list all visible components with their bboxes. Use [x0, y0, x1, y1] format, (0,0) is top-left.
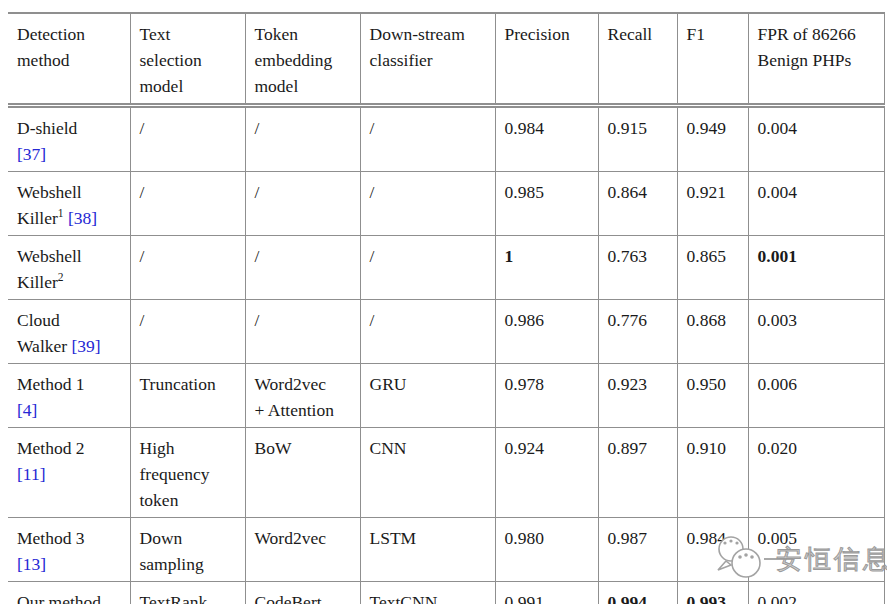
classifier-cell: LSTM: [360, 518, 495, 582]
f1-cell: 0.910: [677, 428, 748, 518]
f1-cell: 0.921: [677, 172, 748, 236]
token-embedding-cell: Word2vec: [245, 518, 360, 582]
fpr-cell: 0.006: [748, 364, 884, 428]
classifier-cell: /: [360, 300, 495, 364]
recall-cell: 0.864: [598, 172, 677, 236]
col-header-f1: F1: [677, 13, 748, 106]
precision-cell: 1: [495, 236, 598, 300]
method-cell: Method 3 [13]: [8, 518, 130, 582]
token-embedding-cell: Word2vec + Attention: [245, 364, 360, 428]
fpr-cell: 0.003: [748, 300, 884, 364]
text-selection-cell: /: [130, 172, 245, 236]
text-selection-cell: High frequency token: [130, 428, 245, 518]
fpr-cell: 0.004: [748, 106, 884, 172]
f1-cell: 0.868: [677, 300, 748, 364]
method-name: Webshell Killer: [17, 246, 82, 292]
recall-cell: 0.987: [598, 518, 677, 582]
col-header-recall: Recall: [598, 13, 677, 106]
method-name: Our method: [17, 592, 101, 604]
fpr-cell: 0.004: [748, 172, 884, 236]
method-cell: Method 1 [4]: [8, 364, 130, 428]
method-cell: Our method: [8, 582, 130, 604]
classifier-cell: /: [360, 106, 495, 172]
paper-page: Detection method Text selection model To…: [0, 0, 887, 604]
text-selection-cell: /: [130, 106, 245, 172]
text-selection-cell: /: [130, 236, 245, 300]
citation-link[interactable]: [37]: [17, 144, 46, 164]
method-name: Method 1: [17, 374, 85, 394]
citation-link[interactable]: [13]: [17, 554, 46, 574]
text-selection-cell: /: [130, 300, 245, 364]
recall-cell: 0.923: [598, 364, 677, 428]
citation-link[interactable]: [11]: [17, 464, 46, 484]
f1-cell: 0.949: [677, 106, 748, 172]
classifier-cell: GRU: [360, 364, 495, 428]
token-embedding-cell: /: [245, 172, 360, 236]
precision-cell: 0.985: [495, 172, 598, 236]
recall-cell: 0.994: [598, 582, 677, 604]
citation-link[interactable]: [4]: [17, 400, 37, 420]
col-header-text-selection-model: Text selection model: [130, 13, 245, 106]
recall-cell: 0.776: [598, 300, 677, 364]
watermark: 安恒信息: [712, 532, 880, 590]
col-header-downstream-classifier: Down-stream classifier: [360, 13, 495, 106]
col-header-token-embedding-model: Token embedding model: [245, 13, 360, 106]
citation-link[interactable]: [39]: [67, 336, 101, 356]
classifier-cell: CNN: [360, 428, 495, 518]
watermark-text: 安恒信息: [776, 542, 887, 577]
f1-cell: 0.950: [677, 364, 748, 428]
method-name: D-shield: [17, 118, 77, 138]
paw-chat-logo-icon: [712, 532, 768, 584]
table-row-webshell-killer-2: Webshell Killer2 / / / 1 0.763 0.865 0.0…: [8, 236, 884, 300]
method-name: Method 3: [17, 528, 85, 548]
text-selection-cell: Down sampling: [130, 518, 245, 582]
recall-cell: 0.763: [598, 236, 677, 300]
fpr-cell: 0.020: [748, 428, 884, 518]
method-name: Method 2: [17, 438, 85, 458]
classifier-cell: TextCNN: [360, 582, 495, 604]
col-header-precision: Precision: [495, 13, 598, 106]
precision-cell: 0.984: [495, 106, 598, 172]
precision-cell: 0.978: [495, 364, 598, 428]
method-name: Cloud Walker: [17, 310, 67, 356]
classifier-cell: /: [360, 172, 495, 236]
col-header-detection-method: Detection method: [8, 13, 130, 106]
recall-cell: 0.897: [598, 428, 677, 518]
results-table: Detection method Text selection model To…: [8, 12, 885, 604]
token-embedding-cell: CodeBert: [245, 582, 360, 604]
method-cell: Webshell Killer1 [38]: [8, 172, 130, 236]
token-embedding-cell: BoW: [245, 428, 360, 518]
precision-cell: 0.986: [495, 300, 598, 364]
method-cell: D-shield [37]: [8, 106, 130, 172]
token-embedding-cell: /: [245, 300, 360, 364]
text-selection-cell: Truncation: [130, 364, 245, 428]
precision-cell: 0.924: [495, 428, 598, 518]
token-embedding-cell: /: [245, 236, 360, 300]
method-superscript: 2: [58, 271, 64, 283]
fpr-cell: 0.001: [748, 236, 884, 300]
f1-cell: 0.865: [677, 236, 748, 300]
recall-cell: 0.915: [598, 106, 677, 172]
classifier-cell: /: [360, 236, 495, 300]
method-cell: Cloud Walker [39]: [8, 300, 130, 364]
table-row-webshell-killer-1: Webshell Killer1 [38] / / / 0.985 0.864 …: [8, 172, 884, 236]
col-header-fpr: FPR of 86266 Benign PHPs: [748, 13, 884, 106]
precision-cell: 0.991: [495, 582, 598, 604]
table-row-cloud-walker: Cloud Walker [39] / / / 0.986 0.776 0.86…: [8, 300, 884, 364]
header-row: Detection method Text selection model To…: [8, 13, 884, 106]
method-cell: Webshell Killer2: [8, 236, 130, 300]
token-embedding-cell: /: [245, 106, 360, 172]
text-selection-cell: TextRank: [130, 582, 245, 604]
table-row-d-shield: D-shield [37] / / / 0.984 0.915 0.949 0.…: [8, 106, 884, 172]
citation-link[interactable]: [38]: [64, 208, 98, 228]
precision-cell: 0.980: [495, 518, 598, 582]
table-row-method-2: Method 2 [11] High frequency token BoW C…: [8, 428, 884, 518]
table-row-method-1: Method 1 [4] Truncation Word2vec + Atten…: [8, 364, 884, 428]
method-cell: Method 2 [11]: [8, 428, 130, 518]
